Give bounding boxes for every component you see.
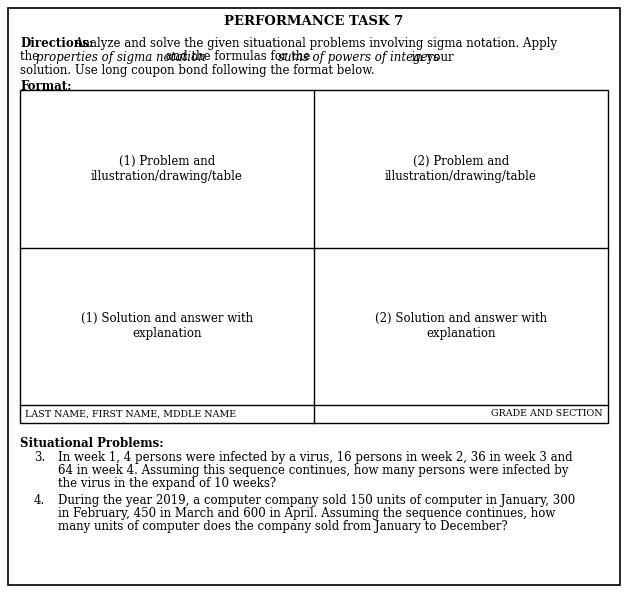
Text: Format:: Format: <box>20 80 72 93</box>
Text: LAST NAME, FIRST NAME, MDDLE NAME: LAST NAME, FIRST NAME, MDDLE NAME <box>25 410 236 419</box>
Text: 64 in week 4. Assuming this sequence continues, how many persons were infected b: 64 in week 4. Assuming this sequence con… <box>58 464 568 477</box>
Text: 4.: 4. <box>34 494 45 507</box>
Bar <box>20 90 608 423</box>
Text: in your: in your <box>408 50 453 63</box>
Text: (2) Solution and answer with
explanation: (2) Solution and answer with explanation <box>375 313 547 340</box>
Text: During the year 2019, a computer company sold 150 units of computer in January, : During the year 2019, a computer company… <box>58 494 575 507</box>
Text: Directions:: Directions: <box>20 37 93 50</box>
Text: many units of computer does the company sold from January to December?: many units of computer does the company … <box>58 520 508 533</box>
Text: 3.: 3. <box>34 451 45 464</box>
Text: (2) Problem and
illustration/drawing/table: (2) Problem and illustration/drawing/tab… <box>385 155 537 183</box>
Text: GRADE AND SECTION: GRADE AND SECTION <box>491 410 603 419</box>
Text: (1) Solution and answer with
explanation: (1) Solution and answer with explanation <box>81 313 253 340</box>
Text: Analyze and solve the given situational problems involving sigma notation. Apply: Analyze and solve the given situational … <box>74 37 557 50</box>
Text: (1) Problem and
illustration/drawing/table: (1) Problem and illustration/drawing/tab… <box>91 155 243 183</box>
Text: and the formulas for the: and the formulas for the <box>162 50 314 63</box>
Text: properties of sigma notation: properties of sigma notation <box>36 50 206 63</box>
Text: In week 1, 4 persons were infected by a virus, 16 persons in week 2, 36 in week : In week 1, 4 persons were infected by a … <box>58 451 573 464</box>
Text: the: the <box>20 50 43 63</box>
Text: Situational Problems:: Situational Problems: <box>20 437 164 450</box>
Text: solution. Use long coupon bond following the format below.: solution. Use long coupon bond following… <box>20 64 375 77</box>
Text: the virus in the expand of 10 weeks?: the virus in the expand of 10 weeks? <box>58 477 276 490</box>
Text: in February, 450 in March and 600 in April. Assuming the sequence continues, how: in February, 450 in March and 600 in Apr… <box>58 507 555 520</box>
Text: sums of powers of integers: sums of powers of integers <box>278 50 439 63</box>
Text: PERFORMANCE TASK 7: PERFORMANCE TASK 7 <box>224 15 404 28</box>
